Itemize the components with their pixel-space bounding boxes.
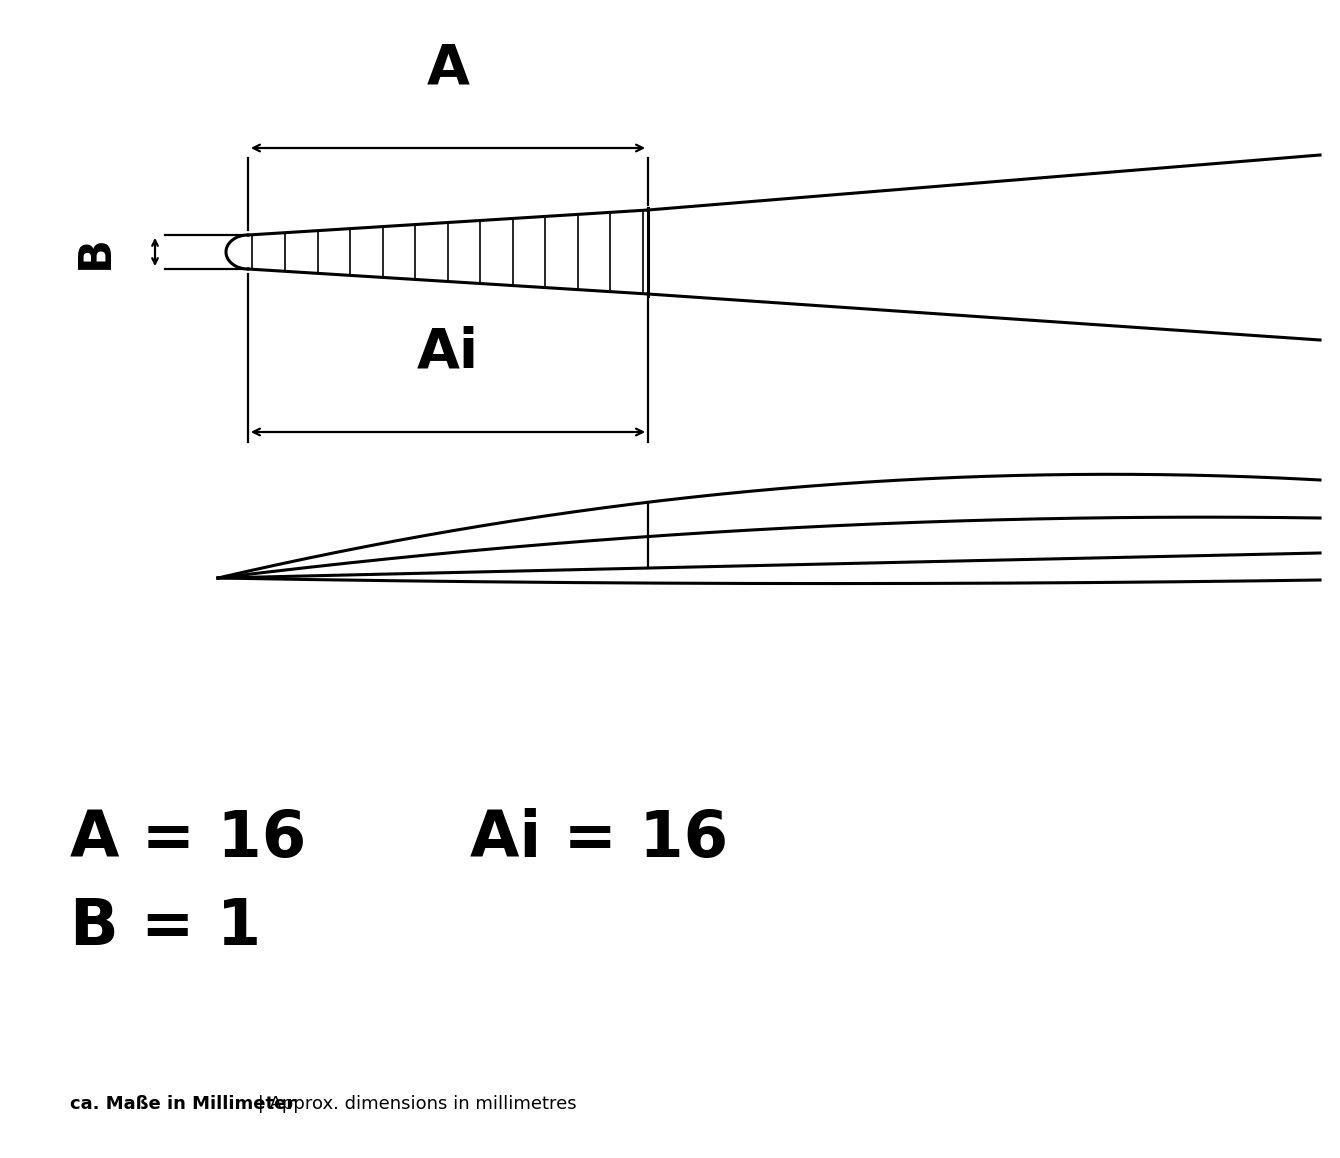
Text: | Approx. dimensions in millimetres: | Approx. dimensions in millimetres: [252, 1095, 576, 1113]
Text: B: B: [74, 235, 117, 269]
Text: B = 1: B = 1: [70, 896, 261, 958]
Text: ca. Maße in Millimeter: ca. Maße in Millimeter: [70, 1095, 295, 1113]
Text: A = 16: A = 16: [70, 808, 307, 870]
Text: A: A: [426, 42, 469, 96]
Text: Ai: Ai: [417, 327, 478, 380]
Text: Ai = 16: Ai = 16: [470, 808, 728, 870]
